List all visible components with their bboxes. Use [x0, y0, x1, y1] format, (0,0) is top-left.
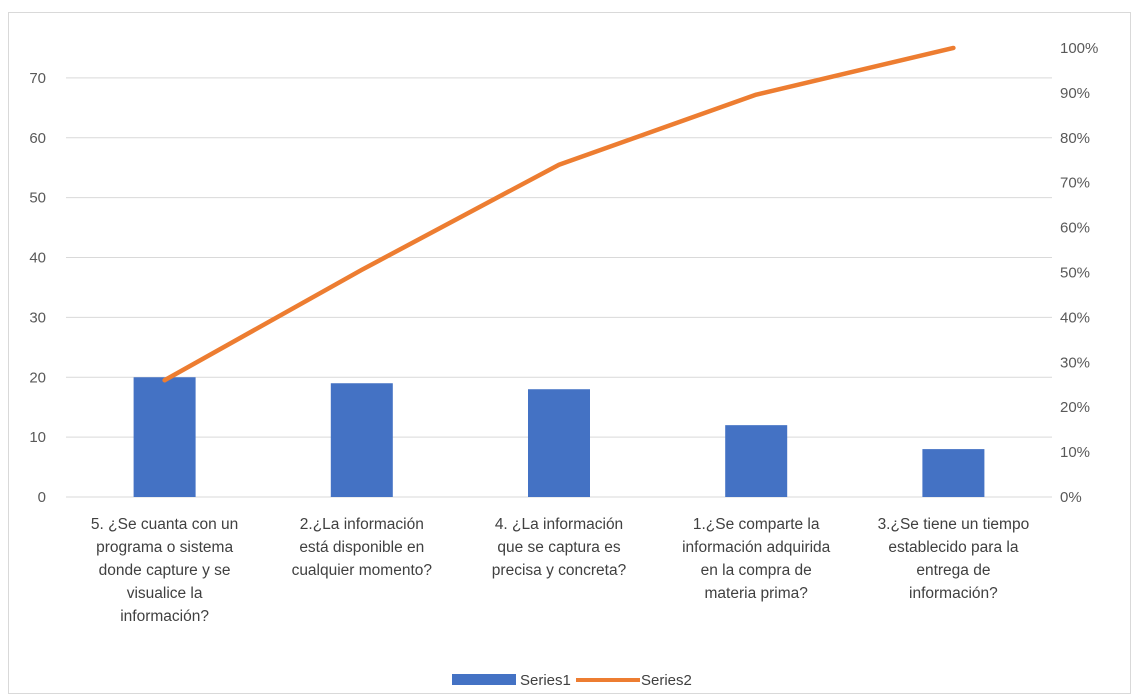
category-label: 3.¿Se tiene un tiempo establecido para la… [878, 516, 1030, 602]
right-axis-tick-label: 70% [1060, 175, 1090, 192]
series1-bar [133, 377, 196, 497]
left-axis-tick-label: 30 [29, 309, 46, 326]
right-axis-tick-label: 10% [1060, 444, 1090, 461]
series1-bar [330, 383, 393, 497]
left-axis-tick-label: 60 [29, 130, 46, 147]
left-axis-tick-label: 20 [29, 369, 46, 386]
series1-bar [528, 389, 590, 497]
category-labels: 5. ¿Se cuanta con un programa o sistema do… [91, 516, 1029, 625]
category-label: 1.¿Se comparte la información adquirida en… [682, 516, 831, 602]
right-axis-tick-label: 50% [1060, 264, 1090, 281]
legend-swatch-series1 [452, 674, 516, 685]
gridlines [66, 77, 1052, 498]
series1-bar [922, 449, 985, 497]
right-axis-tick-label: 30% [1060, 354, 1090, 371]
left-axis-tick-label: 0 [38, 489, 46, 506]
left-axis-tick-label: 70 [29, 70, 46, 87]
series2-line [162, 45, 956, 383]
right-axis-tick-label: 60% [1060, 220, 1090, 237]
series1-bar [725, 425, 788, 497]
series1-bars [133, 377, 985, 497]
left-axis-tick-label: 10 [29, 429, 46, 446]
right-axis-tick-label: 90% [1060, 85, 1090, 102]
right-axis-tick-label: 0% [1060, 489, 1082, 506]
right-axis-tick-label: 80% [1060, 130, 1090, 147]
right-axis-tick-label: 20% [1060, 399, 1090, 416]
left-axis-tick-label: 40 [29, 250, 46, 267]
right-axis-tick-label: 40% [1060, 309, 1090, 326]
category-label: 5. ¿Se cuanta con un programa o sistema do… [91, 516, 238, 625]
left-axis-ticks: 0 10 20 30 40 50 60 70 [29, 70, 46, 506]
category-label: 2.¿La información está disponible en cualq… [292, 516, 433, 579]
right-axis-ticks: 0% 10% 20% 30% 40% 50% 60% 70% 80% 90% 100% [1060, 40, 1098, 506]
legend-label-series1: Series1 [520, 672, 571, 689]
category-label: 4. ¿La información que se captura es preci… [492, 516, 627, 579]
left-axis-tick-label: 50 [29, 190, 46, 207]
series2-polyline [162, 45, 956, 383]
right-axis-tick-label: 100% [1060, 40, 1098, 57]
chart-frame [8, 12, 1131, 694]
legend: Series1 Series2 [452, 672, 692, 689]
legend-label-series2: Series2 [641, 672, 692, 689]
